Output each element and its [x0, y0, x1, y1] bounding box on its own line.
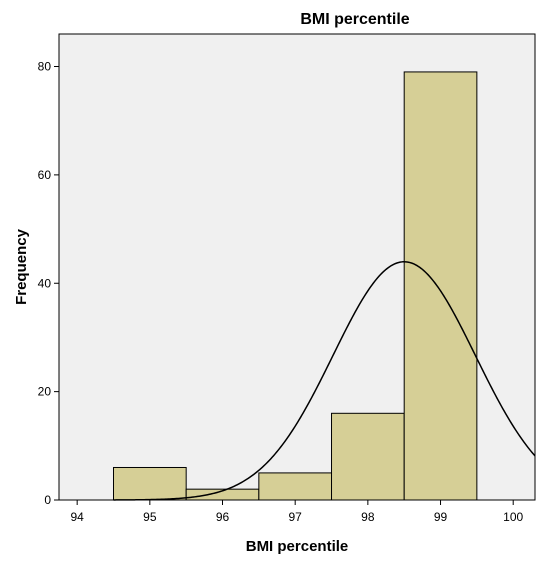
histogram-bar-3 [331, 412, 405, 501]
x-tick-label-95: 95 [143, 510, 157, 524]
y-tick-label-40: 40 [38, 276, 52, 290]
chart-title: BMI percentile [300, 11, 409, 28]
normal-curve [113, 261, 536, 501]
x-axis-title: BMI percentile [246, 538, 349, 555]
y-tick-label-20: 20 [38, 385, 52, 399]
bars-group [113, 71, 478, 501]
axes-group: 0 20 40 60 80 94 95 96 97 98 99 100 [38, 60, 524, 524]
histogram-bar-0 [113, 466, 187, 501]
x-tick-label-96: 96 [216, 510, 230, 524]
y-tick-label-80: 80 [38, 60, 52, 74]
x-tick-label-100: 100 [503, 510, 523, 524]
histogram-bar-4 [403, 71, 478, 501]
y-tick-label-60: 60 [38, 168, 52, 182]
y-axis-title: Frequency [13, 228, 30, 305]
y-tick-label-0: 0 [44, 493, 51, 507]
x-tick-label-94: 94 [70, 510, 84, 524]
x-tick-label-99: 99 [434, 510, 448, 524]
x-tick-label-98: 98 [361, 510, 375, 524]
histogram-bar-2 [258, 472, 333, 501]
x-tick-label-97: 97 [289, 510, 303, 524]
